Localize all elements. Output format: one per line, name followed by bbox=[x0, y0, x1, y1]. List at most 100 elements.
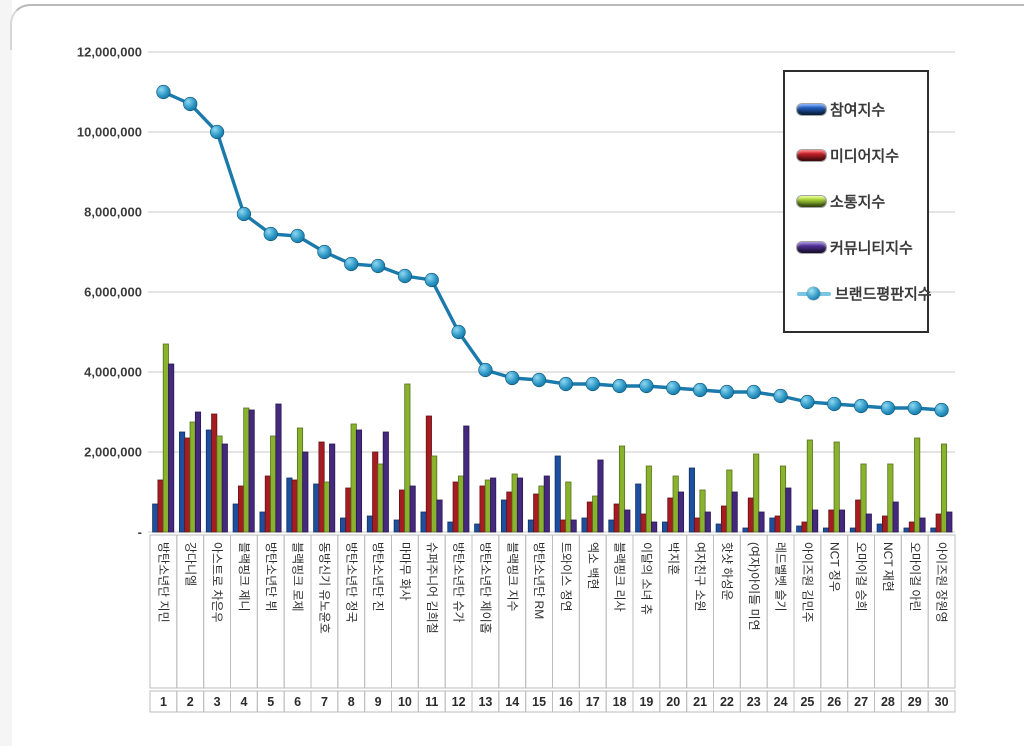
bar-커뮤니티지수 bbox=[194, 411, 202, 533]
bar-미디어지수 bbox=[425, 415, 432, 533]
bar-미디어지수 bbox=[855, 499, 862, 533]
line-point bbox=[478, 362, 493, 378]
line-point bbox=[907, 400, 922, 416]
rank-label: 18 bbox=[613, 695, 627, 709]
bar-미디어지수 bbox=[882, 515, 889, 533]
rank-label: 24 bbox=[774, 695, 788, 709]
legend-label: 커뮤니티지수 bbox=[830, 240, 913, 257]
rank-label: 25 bbox=[800, 695, 814, 709]
bar-소통지수 bbox=[538, 485, 545, 533]
bar-미디어지수 bbox=[586, 501, 593, 533]
bar-커뮤니티지수 bbox=[436, 499, 443, 533]
line-point bbox=[746, 384, 761, 400]
rank-label: 6 bbox=[294, 695, 301, 709]
bar-커뮤니티지수 bbox=[168, 363, 175, 533]
bar-커뮤니티지수 bbox=[677, 491, 685, 533]
rank-label: 21 bbox=[693, 695, 707, 709]
bar-미디어지수 bbox=[264, 475, 271, 533]
category-name-label: 방탄소년단 정국 bbox=[344, 542, 358, 623]
bar-미디어지수 bbox=[398, 489, 406, 533]
bar-미디어지수 bbox=[291, 479, 298, 533]
rank-label: 19 bbox=[639, 695, 653, 709]
category-name-label: 방탄소년단 뷔 bbox=[264, 542, 278, 612]
category-name-label: 아스트로 차은우 bbox=[210, 542, 224, 623]
rank-label: 14 bbox=[505, 695, 519, 709]
category-name-label: 마마무 화사 bbox=[398, 542, 412, 601]
legend-item-media: 미디어지수 bbox=[797, 145, 927, 166]
rank-label: 10 bbox=[398, 695, 412, 709]
category-name-label: 방탄소년단 제이홉 bbox=[478, 542, 492, 634]
bar-참여지수 bbox=[769, 517, 776, 533]
bar-참여지수 bbox=[447, 521, 454, 533]
line-point bbox=[773, 388, 788, 404]
legend-item-communication: 소통지수 bbox=[797, 191, 927, 212]
category-name-label: 아이즈원 장원영 bbox=[935, 542, 949, 623]
bar-커뮤니티지수 bbox=[382, 431, 389, 533]
rank-label: 4 bbox=[240, 695, 247, 709]
bar-커뮤니티지수 bbox=[597, 459, 604, 533]
line-point bbox=[317, 244, 332, 260]
rank-label: 23 bbox=[747, 695, 761, 709]
bar-소통지수 bbox=[672, 475, 679, 533]
category-name-label: 오마이걸 승희 bbox=[854, 542, 868, 612]
legend: 참여지수 미디어지수 소통지수 커뮤니티지수 브랜드평판지수 bbox=[783, 70, 932, 333]
category-name-label: 트와이스 정연 bbox=[559, 542, 573, 612]
category-name-label: 방탄소년단 진 bbox=[371, 542, 385, 612]
rank-label: 2 bbox=[187, 695, 194, 709]
bar-참여지수 bbox=[286, 477, 293, 533]
bar-커뮤니티지수 bbox=[302, 451, 309, 533]
bar-미디어지수 bbox=[667, 497, 674, 533]
bar-참여지수 bbox=[420, 511, 427, 533]
bar-미디어지수 bbox=[721, 505, 728, 533]
line-point bbox=[505, 370, 520, 386]
bar-커뮤니티지수 bbox=[785, 487, 792, 533]
legend-item-community: 커뮤니티지수 bbox=[797, 237, 927, 258]
bar-커뮤니티지수 bbox=[651, 521, 658, 533]
line-point bbox=[344, 256, 359, 272]
bar-참여지수 bbox=[393, 519, 400, 533]
bar-소통지수 bbox=[726, 469, 733, 533]
bar-미디어지수 bbox=[318, 441, 325, 533]
bar-참여지수 bbox=[688, 467, 695, 533]
category-name-label: 동방신기 유노윤호 bbox=[317, 542, 331, 634]
bar-미디어지수 bbox=[506, 491, 513, 533]
bar-커뮤니티지수 bbox=[704, 511, 711, 533]
bar-참여지수 bbox=[608, 519, 615, 533]
bar-커뮤니티지수 bbox=[248, 409, 255, 533]
bar-커뮤니티지수 bbox=[570, 519, 577, 533]
category-name-label: 블랙핑크 로제 bbox=[291, 542, 305, 612]
rank-label: 3 bbox=[214, 695, 221, 709]
category-name-label: 강다니엘 bbox=[183, 542, 197, 586]
bar-미디어지수 bbox=[747, 497, 754, 533]
legend-item-participation: 참여지수 bbox=[797, 99, 927, 120]
bar-커뮤니티지수 bbox=[543, 475, 550, 533]
line-point bbox=[880, 400, 896, 416]
bar-미디어지수 bbox=[211, 413, 218, 533]
bar-참여지수 bbox=[179, 431, 186, 533]
bar-소통지수 bbox=[404, 383, 411, 533]
category-name-label: 여자친구 소원 bbox=[693, 542, 707, 612]
rank-label: 1 bbox=[160, 695, 167, 709]
legend-label: 참여지수 bbox=[830, 102, 886, 119]
bar-미디어지수 bbox=[774, 515, 781, 533]
bar-참여지수 bbox=[340, 517, 347, 533]
bar-미디어지수 bbox=[935, 513, 942, 533]
bar-참여지수 bbox=[903, 527, 910, 533]
bar-커뮤니티지수 bbox=[624, 509, 631, 533]
bar-미디어지수 bbox=[908, 521, 915, 533]
bar-미디어지수 bbox=[452, 481, 459, 533]
line-point bbox=[612, 378, 627, 394]
category-name-label: 블랙핑크 지수 bbox=[505, 542, 519, 612]
rank-label: 27 bbox=[854, 695, 868, 709]
bar-참여지수 bbox=[501, 499, 508, 533]
community-swatch-icon bbox=[797, 242, 826, 253]
bar-커뮤니티지수 bbox=[946, 511, 953, 533]
bar-커뮤니티지수 bbox=[490, 477, 497, 533]
line-point bbox=[209, 124, 225, 140]
bar-참여지수 bbox=[313, 483, 320, 533]
y-axis-tick-label: 8,000,000 bbox=[84, 205, 142, 220]
y-axis-tick-label: 4,000,000 bbox=[84, 365, 142, 380]
rank-label: 11 bbox=[425, 695, 438, 709]
category-name-label: 블랙핑크 리사 bbox=[613, 542, 627, 612]
rank-label: 30 bbox=[935, 695, 949, 709]
